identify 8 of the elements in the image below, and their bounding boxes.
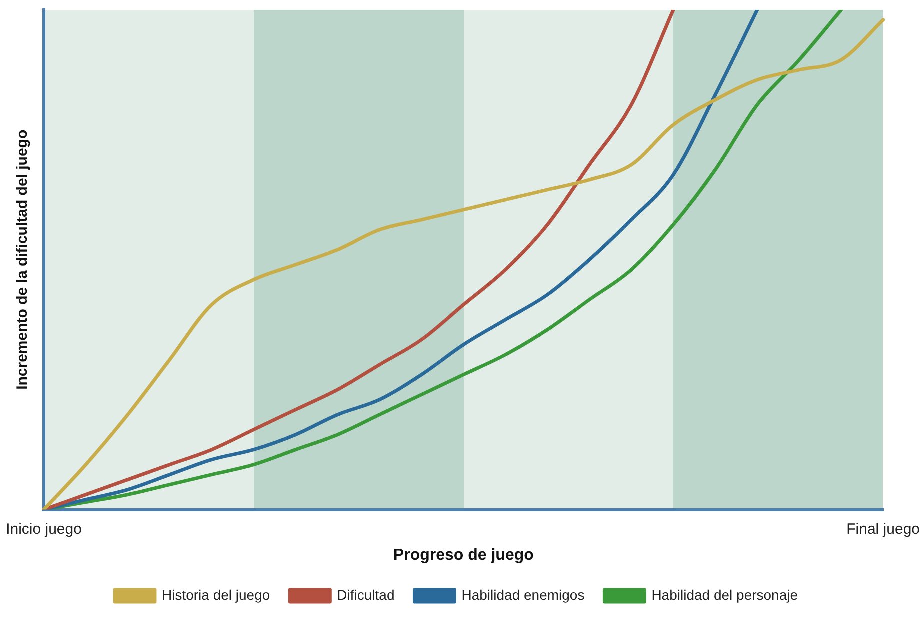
legend-label: Habilidad del personaje (652, 586, 798, 603)
y-axis-title: Incremento de la dificultad del juego (14, 130, 32, 390)
x-tick-label: Final juego (846, 520, 920, 538)
x-tick-label: Inicio juego (6, 520, 82, 538)
legend-label: Historia del juego (162, 586, 270, 603)
legend-label: Dificultad (337, 586, 395, 603)
legend-label: Habilidad enemigos (462, 586, 585, 603)
x-axis-title: Progreso de juego (393, 546, 534, 564)
